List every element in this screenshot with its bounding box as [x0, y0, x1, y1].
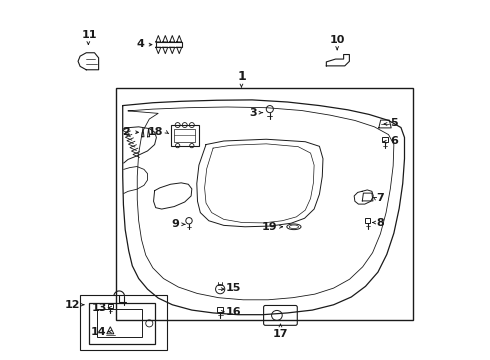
Text: 18: 18 — [148, 127, 164, 137]
Text: 6: 6 — [391, 136, 398, 146]
Text: 19: 19 — [261, 222, 277, 232]
Text: 13: 13 — [92, 303, 107, 312]
Text: 16: 16 — [225, 307, 241, 317]
Bar — [89, 303, 155, 344]
Bar — [174, 129, 196, 142]
Bar — [108, 304, 113, 308]
Text: 2: 2 — [122, 127, 130, 137]
Text: 14: 14 — [91, 327, 107, 337]
Bar — [382, 137, 388, 142]
Bar — [171, 125, 199, 145]
Text: 1: 1 — [237, 69, 246, 82]
Text: 15: 15 — [225, 283, 241, 293]
Text: 9: 9 — [172, 219, 179, 229]
Text: 7: 7 — [376, 193, 384, 203]
Text: 11: 11 — [81, 30, 97, 40]
Text: 12: 12 — [65, 300, 80, 310]
Bar — [218, 307, 223, 312]
Bar — [155, 42, 182, 47]
Bar — [80, 295, 167, 350]
Text: 5: 5 — [391, 118, 398, 128]
Bar — [97, 309, 142, 337]
Text: 17: 17 — [273, 329, 288, 339]
Text: 3: 3 — [250, 108, 257, 118]
Bar — [365, 218, 370, 222]
Text: 8: 8 — [376, 217, 384, 228]
Text: 4: 4 — [136, 39, 144, 49]
Text: 10: 10 — [329, 35, 345, 45]
Bar — [116, 88, 414, 320]
